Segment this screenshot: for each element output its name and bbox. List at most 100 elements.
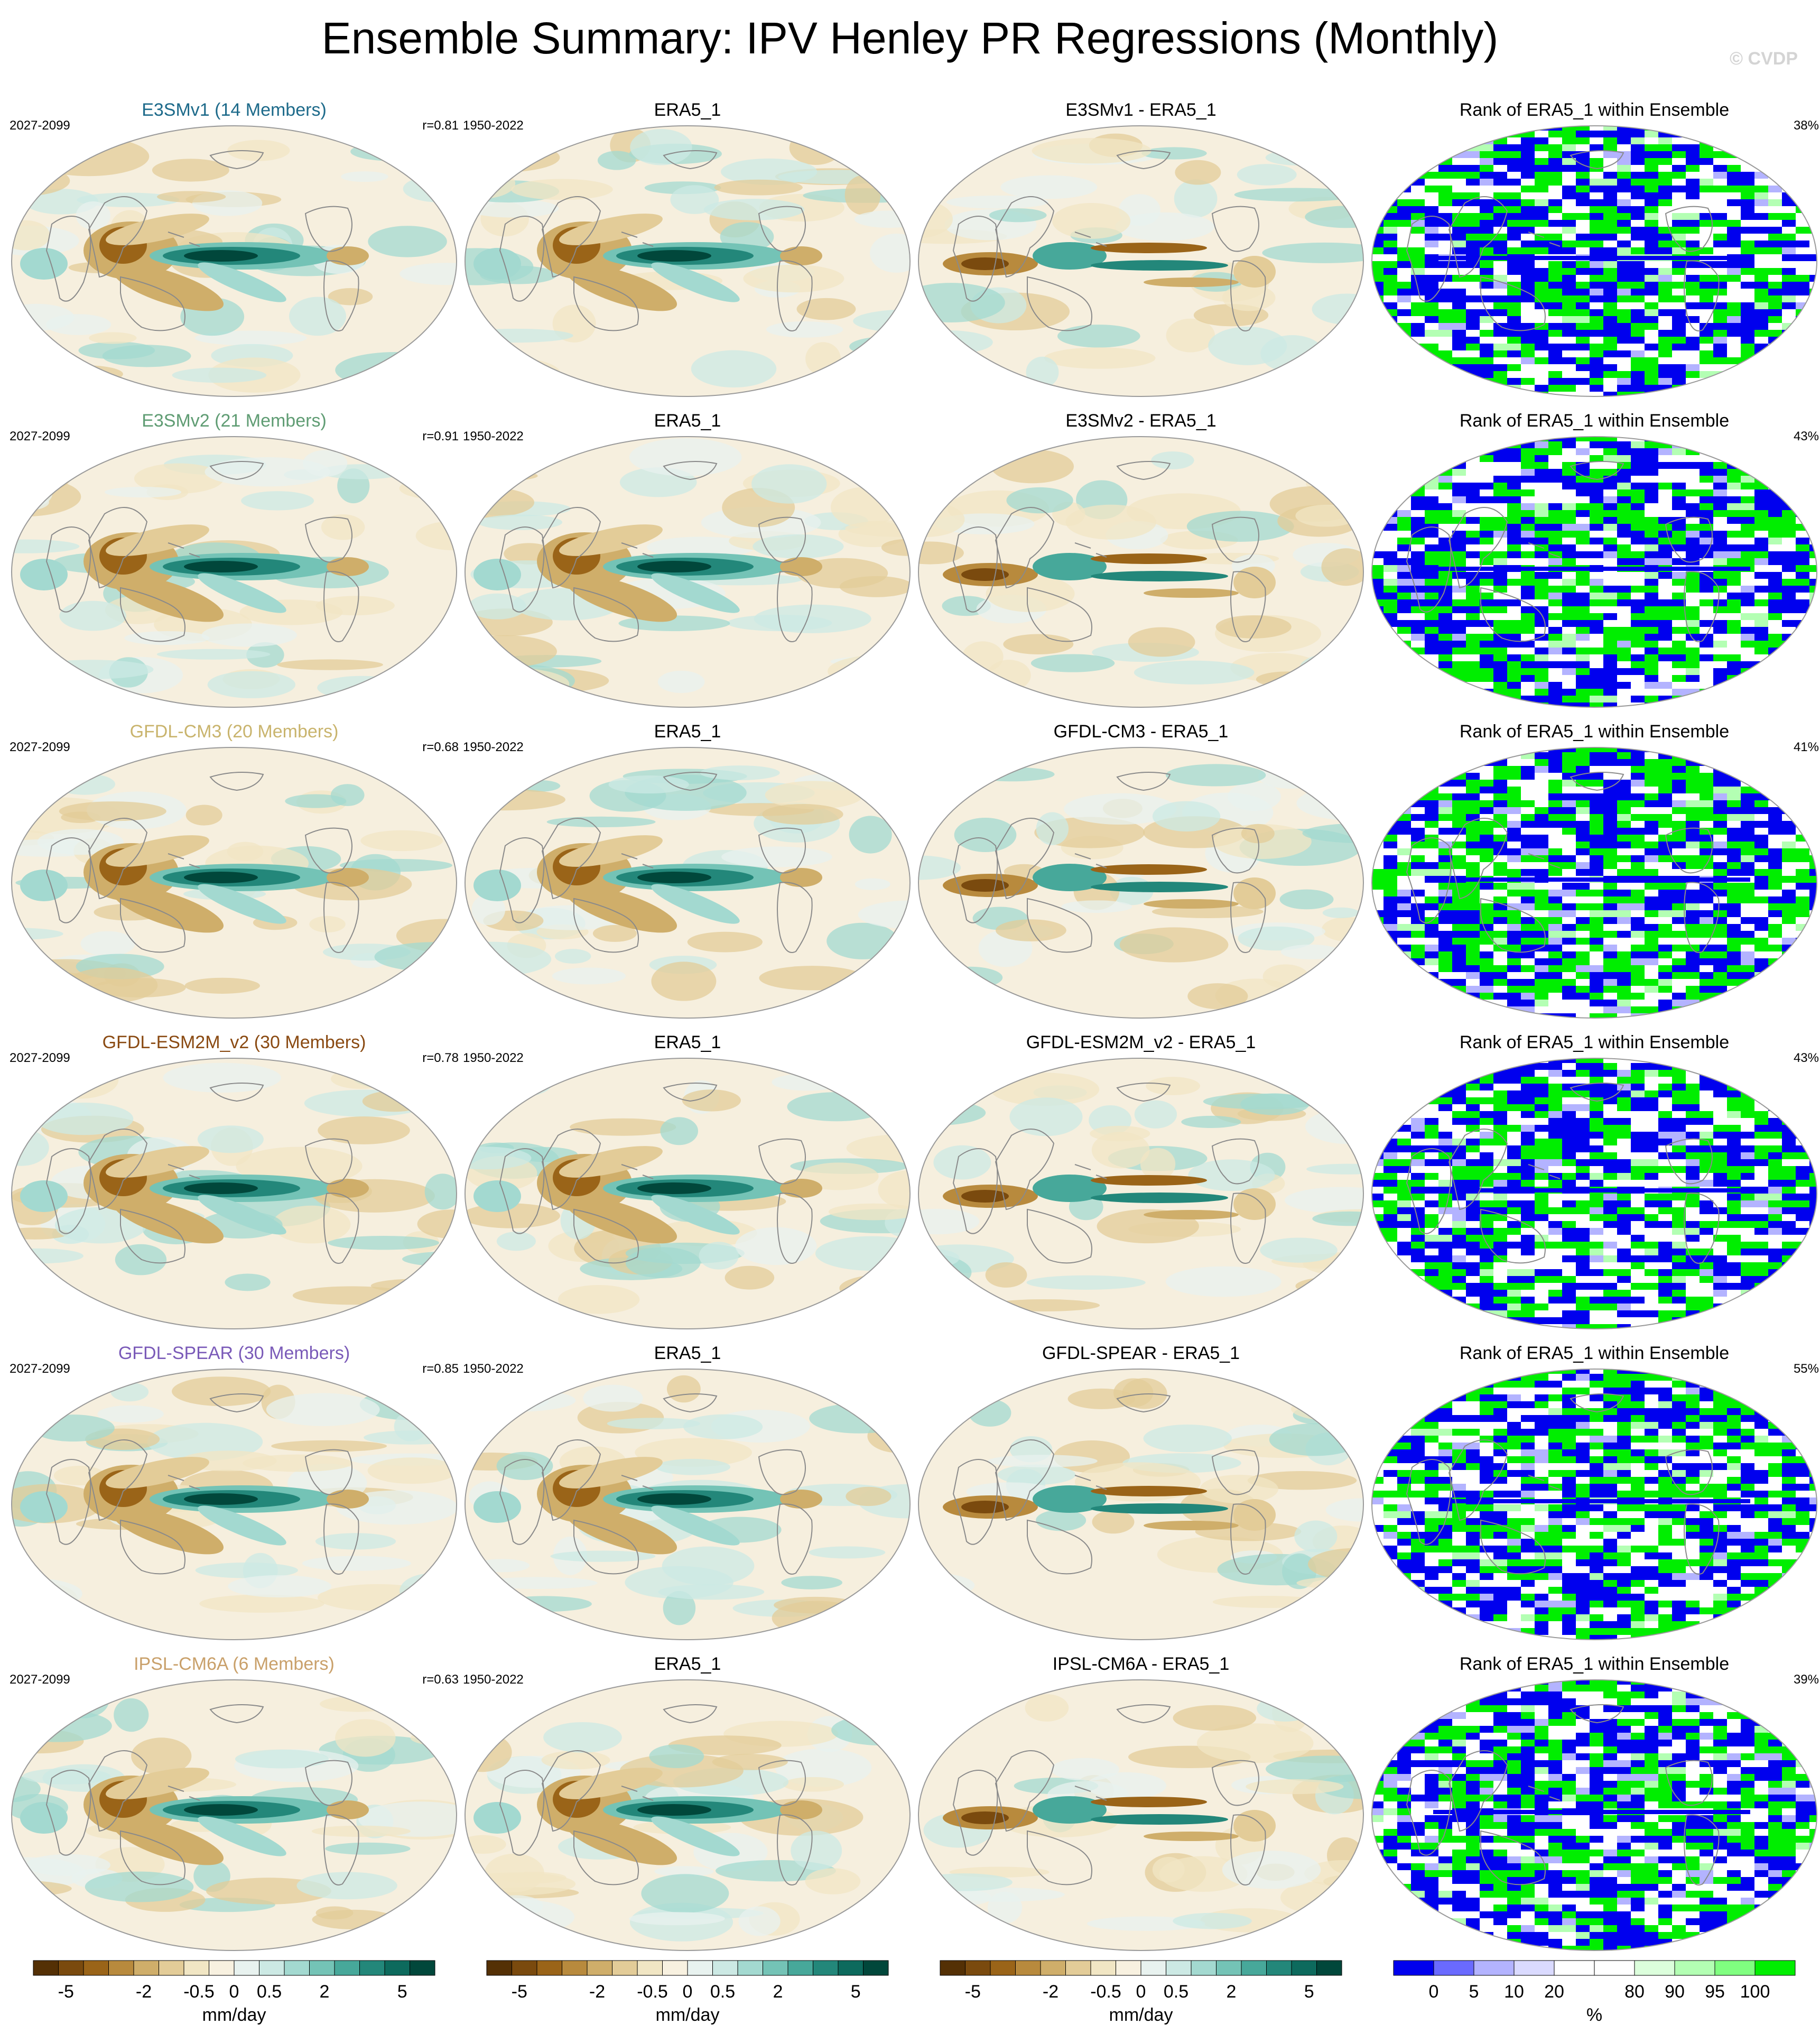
obs-map [465, 436, 911, 708]
rank-panel: Rank of ERA5_1 within Ensemble 55% [1370, 1338, 1819, 1649]
period-label: 1950-2022 [463, 118, 524, 133]
map-outline [465, 1679, 911, 1951]
colorbar-swatch [863, 1960, 889, 1976]
map-outline [918, 1058, 1364, 1329]
panel-title: Rank of ERA5_1 within Ensemble [1459, 722, 1730, 742]
obs-panel: ERA5_1 1950-2022 [463, 95, 912, 406]
colorbar-swatch [309, 1960, 335, 1976]
colorbar-tick: 5 [1304, 1982, 1314, 2002]
colorbar-swatch [1015, 1960, 1041, 1976]
panel-row: E3SMv2 (21 Members) 2027-2099 r=0.91 ERA5_1… [0, 406, 1820, 717]
model-map [11, 125, 457, 397]
panel-title: ERA5_1 [654, 100, 721, 120]
map-outline [11, 125, 457, 397]
diff-map [918, 1679, 1364, 1951]
obs-panel: ERA5_1 1950-2022 [463, 406, 912, 717]
panel-title: E3SMv2 (21 Members) [142, 411, 327, 431]
colorbar-swatch [1714, 1960, 1756, 1976]
colorbar-swatch [486, 1960, 512, 1976]
colorbar-swatch [536, 1960, 562, 1976]
rank-percent: 41% [1793, 740, 1819, 754]
map-outline [1371, 1058, 1817, 1329]
colorbar-swatch [1754, 1960, 1796, 1976]
panel-title: Rank of ERA5_1 within Ensemble [1459, 1032, 1730, 1052]
map-outline [11, 1058, 457, 1329]
colorbar-tick: -2 [1042, 1982, 1059, 2002]
colorbar-swatch [637, 1960, 663, 1976]
colorbar-swatch [334, 1960, 360, 1976]
colorbar-swatch [1065, 1960, 1091, 1976]
map-outline [465, 125, 911, 397]
panel-title: GFDL-SPEAR (30 Members) [118, 1343, 350, 1363]
colorbar-tick: -5 [511, 1982, 527, 2002]
colorbar-swatch [1166, 1960, 1192, 1976]
colorbar-swatch [1040, 1960, 1066, 1976]
model-map [11, 747, 457, 1019]
obs-panel: ERA5_1 1950-2022 [463, 1028, 912, 1338]
colorbar-label: mm/day [1109, 2005, 1173, 2025]
panel-row: GFDL-ESM2M_v2 (30 Members) 2027-2099 r=0.7… [0, 1028, 1820, 1338]
pattern-correlation: r=0.63 [422, 1672, 459, 1687]
colorbar-swatch [284, 1960, 310, 1976]
rank-map [1371, 1369, 1817, 1640]
colorbar-tick: -0.5 [183, 1982, 215, 2002]
colorbar-tick: 5 [850, 1982, 861, 2002]
diff-map [918, 1369, 1364, 1640]
colorbar-tick: 2 [773, 1982, 783, 2002]
rank-panel: Rank of ERA5_1 within Ensemble 38% [1370, 95, 1819, 406]
model-panel: GFDL-CM3 (20 Members) 2027-2099 r=0.68 [10, 717, 459, 1028]
colorbar-swatches [1393, 1960, 1796, 1976]
colorbar-swatch [712, 1960, 738, 1976]
diff-map [918, 1058, 1364, 1329]
diff-map [918, 747, 1364, 1019]
panel-title: E3SMv1 (14 Members) [142, 100, 327, 120]
pattern-correlation: r=0.91 [422, 429, 459, 443]
panel-row: IPSL-CM6A (6 Members) 2027-2099 r=0.63 ERA5… [0, 1649, 1820, 1960]
panel-title: Rank of ERA5_1 within Ensemble [1459, 100, 1730, 120]
colorbar-swatch [1554, 1960, 1595, 1976]
colorbar-tick: 0 [1428, 1982, 1439, 2002]
diff-map [918, 125, 1364, 397]
panel-row: GFDL-CM3 (20 Members) 2027-2099 r=0.68 ERA5… [0, 717, 1820, 1028]
rank-panel: Rank of ERA5_1 within Ensemble 39% [1370, 1649, 1819, 1960]
rank-map [1371, 747, 1817, 1019]
colorbar-tick: -5 [964, 1982, 981, 2002]
colorbar-swatch [108, 1960, 134, 1976]
map-outline [465, 1369, 911, 1640]
colorbar-swatch [410, 1960, 435, 1976]
colorbar-tick: 0 [1136, 1982, 1146, 2002]
colorbar-swatch [1473, 1960, 1515, 1976]
pattern-correlation: r=0.68 [422, 740, 459, 754]
obs-map [465, 1058, 911, 1329]
colorbar-swatch [1316, 1960, 1342, 1976]
colorbar-swatches [486, 1960, 889, 1976]
colorbar-label: mm/day [655, 2005, 720, 2025]
colorbar-swatch [1116, 1960, 1141, 1976]
colorbar-swatch [512, 1960, 537, 1976]
colorbar-swatch [612, 1960, 638, 1976]
period-label: 2027-2099 [10, 1362, 70, 1376]
rank-percent: 55% [1793, 1362, 1819, 1376]
colorbar-swatch [687, 1960, 713, 1976]
panel-row: GFDL-SPEAR (30 Members) 2027-2099 r=0.85 ER… [0, 1338, 1820, 1649]
colorbar-tick: 0 [229, 1982, 239, 2002]
rank-panel: Rank of ERA5_1 within Ensemble 43% [1370, 406, 1819, 717]
colorbar-swatch [990, 1960, 1016, 1976]
map-outline [11, 436, 457, 708]
colorbar-swatch [234, 1960, 259, 1976]
model-map [11, 436, 457, 708]
obs-map [465, 1679, 911, 1951]
map-outline [465, 436, 911, 708]
colorbar-swatch [1594, 1960, 1635, 1976]
colorbar-swatch [787, 1960, 813, 1976]
colorbar-swatch [159, 1960, 184, 1976]
diff-panel: GFDL-SPEAR - ERA5_1 [916, 1338, 1366, 1649]
panel-title: E3SMv2 - ERA5_1 [1065, 411, 1217, 431]
colorbar-swatch [587, 1960, 612, 1976]
obs-panel: ERA5_1 1950-2022 [463, 1649, 912, 1960]
period-label: 1950-2022 [463, 740, 524, 754]
panel-title: ERA5_1 [654, 1654, 721, 1674]
colorbar-swatch [1393, 1960, 1434, 1976]
watermark: © CVDP [1730, 49, 1798, 69]
rank-panel: Rank of ERA5_1 within Ensemble 43% [1370, 1028, 1819, 1338]
